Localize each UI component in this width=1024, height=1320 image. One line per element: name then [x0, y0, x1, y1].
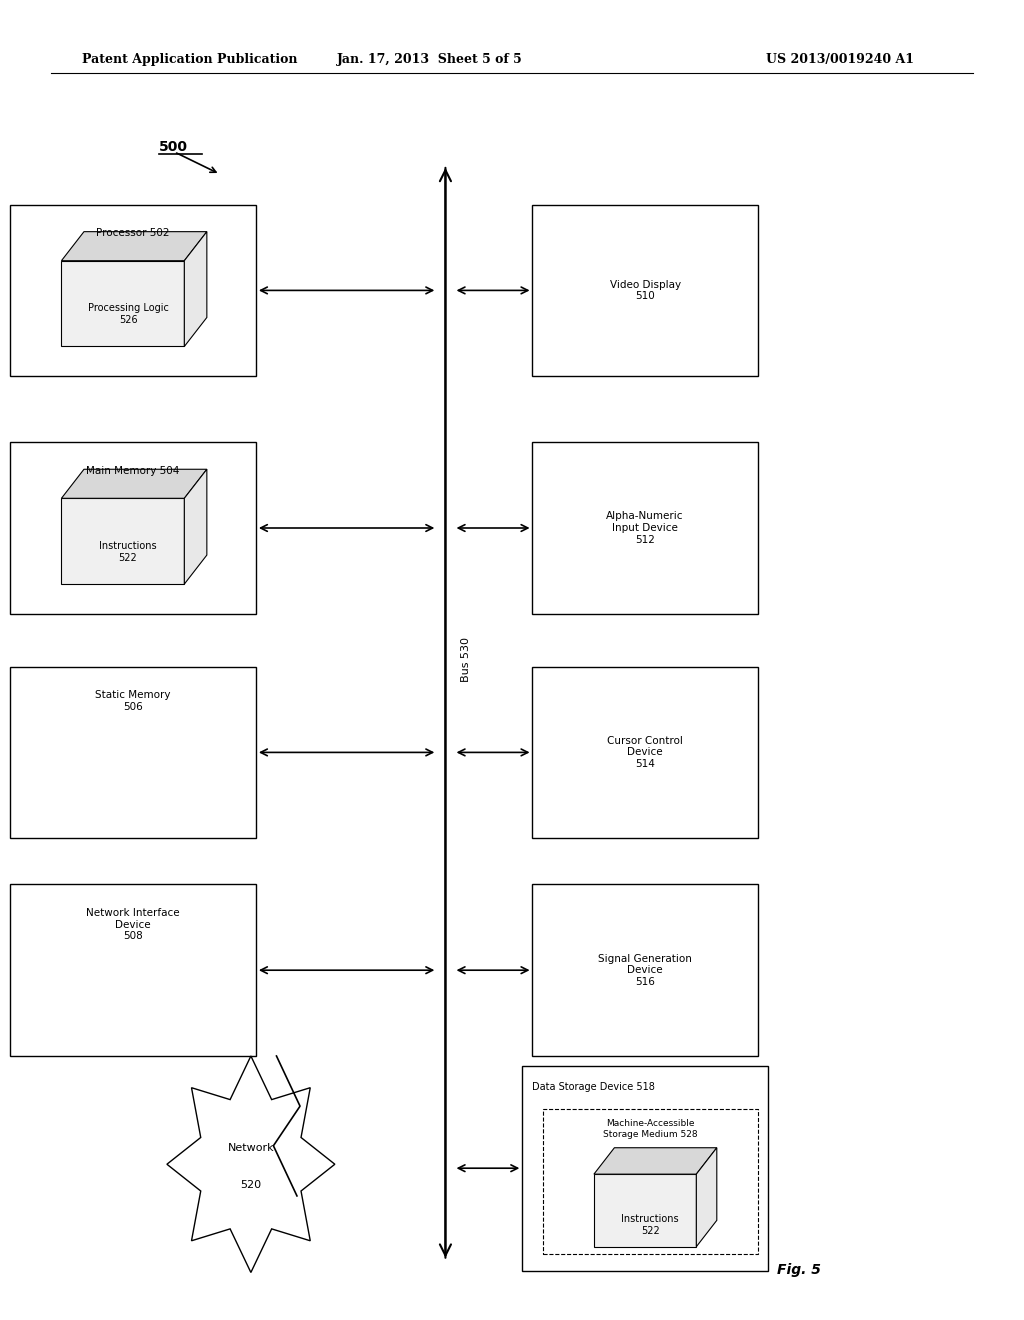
Text: 520: 520 [241, 1180, 261, 1191]
FancyBboxPatch shape [532, 884, 758, 1056]
Polygon shape [167, 1056, 335, 1272]
FancyBboxPatch shape [532, 442, 758, 614]
Text: Main Memory 504: Main Memory 504 [86, 466, 180, 477]
Polygon shape [184, 470, 207, 583]
Polygon shape [184, 232, 207, 346]
Polygon shape [61, 470, 207, 499]
Text: Data Storage Device 518: Data Storage Device 518 [532, 1082, 655, 1092]
Text: Alpha-Numeric
Input Device
512: Alpha-Numeric Input Device 512 [606, 511, 684, 545]
Text: Cursor Control
Device
514: Cursor Control Device 514 [607, 735, 683, 770]
Text: Processing Logic
526: Processing Logic 526 [88, 304, 168, 325]
Text: Bus 530: Bus 530 [461, 638, 471, 682]
FancyBboxPatch shape [522, 1067, 768, 1270]
Text: Processor 502: Processor 502 [96, 228, 170, 239]
Polygon shape [61, 261, 184, 346]
Polygon shape [594, 1175, 696, 1246]
FancyBboxPatch shape [543, 1109, 758, 1254]
Text: Fig. 5: Fig. 5 [777, 1263, 820, 1276]
Text: Network: Network [227, 1143, 274, 1154]
Polygon shape [61, 499, 184, 583]
Text: Network Interface
Device
508: Network Interface Device 508 [86, 908, 180, 941]
Text: Video Display
510: Video Display 510 [609, 280, 681, 301]
Text: Jan. 17, 2013  Sheet 5 of 5: Jan. 17, 2013 Sheet 5 of 5 [337, 53, 523, 66]
FancyBboxPatch shape [532, 205, 758, 376]
Polygon shape [594, 1147, 717, 1175]
Text: 500: 500 [159, 140, 187, 154]
Text: Static Memory
506: Static Memory 506 [95, 690, 171, 711]
FancyBboxPatch shape [532, 667, 758, 838]
FancyBboxPatch shape [10, 205, 256, 376]
Text: US 2013/0019240 A1: US 2013/0019240 A1 [766, 53, 913, 66]
Polygon shape [61, 232, 207, 261]
FancyBboxPatch shape [10, 667, 256, 838]
FancyBboxPatch shape [10, 442, 256, 614]
Polygon shape [696, 1147, 717, 1246]
Text: Patent Application Publication: Patent Application Publication [82, 53, 297, 66]
Text: Instructions
522: Instructions 522 [99, 541, 157, 562]
Text: Machine-Accessible
Storage Medium 528: Machine-Accessible Storage Medium 528 [603, 1119, 697, 1139]
FancyBboxPatch shape [10, 884, 256, 1056]
Text: Signal Generation
Device
516: Signal Generation Device 516 [598, 953, 692, 987]
Text: Instructions
522: Instructions 522 [622, 1214, 679, 1236]
